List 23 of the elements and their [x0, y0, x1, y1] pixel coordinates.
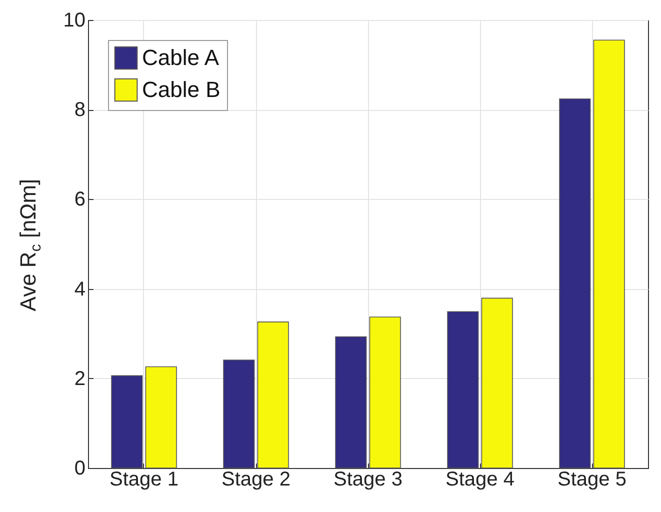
bar: [481, 298, 513, 468]
x-tick-label: Stage 2: [222, 468, 290, 490]
bar: [257, 322, 289, 468]
y-tick-label: 4: [74, 278, 86, 300]
bar: [593, 40, 625, 468]
bar: [111, 375, 143, 468]
y-tick-label: 8: [74, 99, 86, 122]
legend-label: Cable B: [142, 77, 220, 102]
bar: [223, 360, 255, 468]
y-tick-label: 2: [74, 368, 86, 390]
bar: [145, 366, 177, 468]
legend-label: Cable A: [142, 45, 220, 70]
x-tick-label: Stage 3: [334, 468, 402, 490]
y-tick-label: 10: [63, 10, 86, 32]
x-tick-label: Stage 5: [558, 468, 626, 490]
bar: [447, 311, 479, 468]
x-tick-label: Stage 1: [110, 468, 178, 490]
x-tick-label: Stage 4: [446, 468, 514, 490]
y-tick-label: 6: [74, 188, 86, 211]
y-tick-label: 0: [74, 458, 86, 480]
bar: [369, 316, 401, 468]
bar: [559, 98, 591, 468]
bar: [335, 336, 367, 468]
